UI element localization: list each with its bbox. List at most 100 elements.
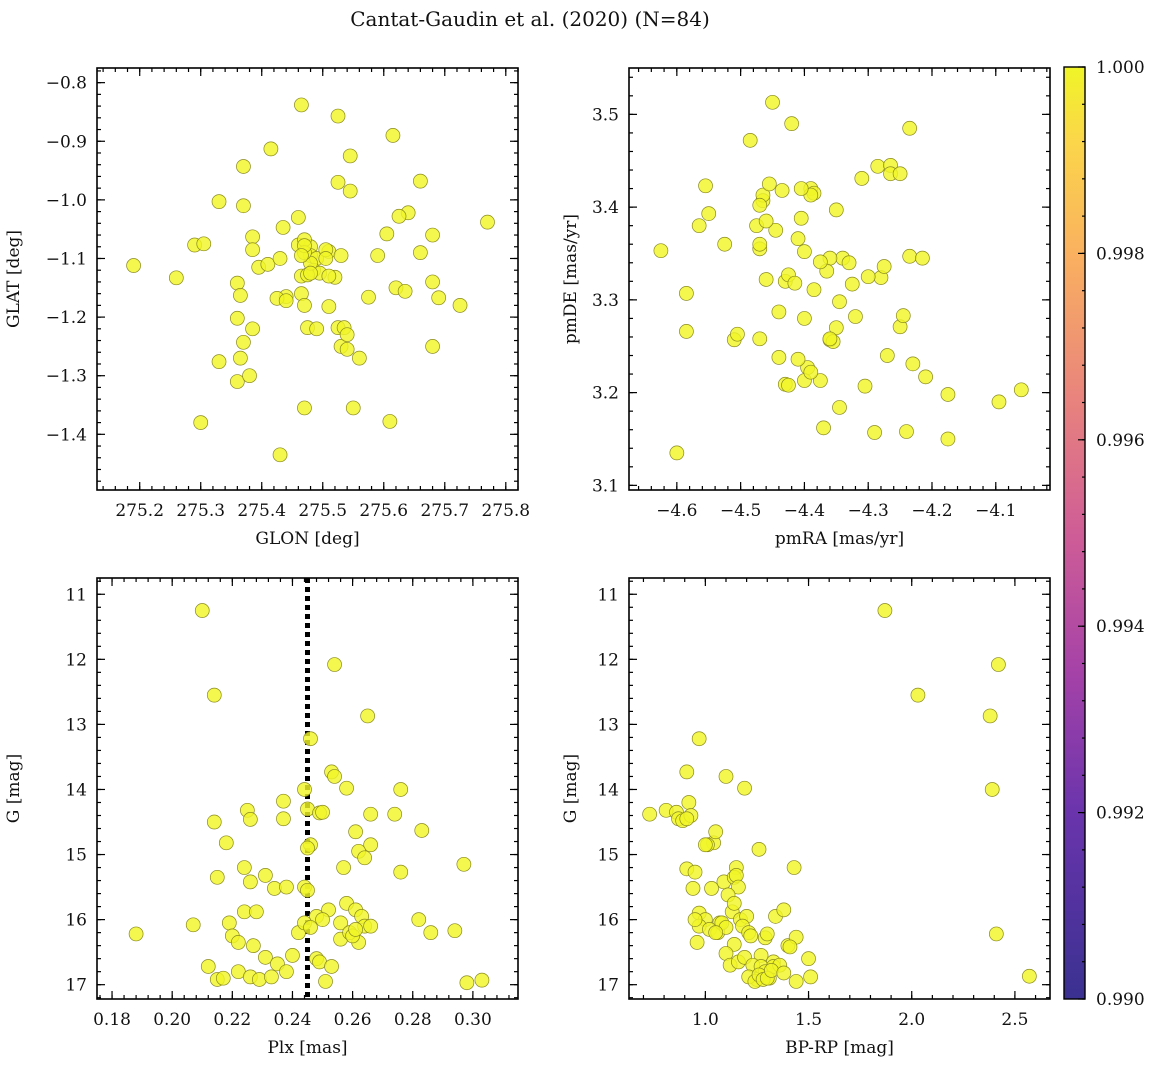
scatter-point bbox=[126, 258, 141, 273]
scatter-point bbox=[761, 176, 777, 192]
scatter-point bbox=[348, 922, 363, 937]
y-tick-label: −1.0 bbox=[46, 191, 87, 211]
scatter-point bbox=[797, 311, 812, 326]
colorbar-tick-label: 0.990 bbox=[1096, 990, 1145, 1010]
scatter-point bbox=[832, 400, 847, 415]
scatter-point bbox=[345, 400, 361, 416]
scatter-point bbox=[793, 210, 809, 226]
axes-frame bbox=[628, 67, 1051, 491]
x-tick-label: 275.4 bbox=[237, 501, 286, 521]
scatter-point bbox=[781, 377, 796, 393]
scatter-point bbox=[813, 254, 828, 270]
scatter-point bbox=[765, 94, 780, 110]
scatter-point bbox=[233, 288, 248, 303]
scatter-point bbox=[236, 159, 251, 174]
x-tick-label: −4.2 bbox=[911, 501, 952, 521]
scatter-point bbox=[828, 202, 844, 218]
scatter-point bbox=[774, 183, 790, 198]
scatter-point bbox=[768, 222, 784, 238]
scatter-point bbox=[816, 420, 831, 436]
x-axis-label: Plx [mas] bbox=[267, 1038, 347, 1058]
scatter-point bbox=[860, 269, 876, 285]
y-tick-label: 16 bbox=[597, 911, 619, 931]
scatter-points bbox=[642, 603, 1037, 989]
scatter-point bbox=[806, 282, 822, 298]
scatter-point bbox=[309, 321, 325, 337]
colorbar-tick-label: 0.992 bbox=[1096, 804, 1145, 824]
y-tick-label: 3.2 bbox=[592, 384, 619, 404]
scatter-point bbox=[456, 856, 472, 872]
axes-frame bbox=[628, 577, 1051, 1000]
scatter-point bbox=[315, 912, 330, 927]
y-tick-label: 13 bbox=[65, 715, 87, 735]
scatter-point bbox=[771, 350, 787, 365]
x-tick-label: 275.8 bbox=[481, 501, 530, 521]
x-tick-label: 0.28 bbox=[394, 1010, 432, 1030]
scatter-point bbox=[790, 231, 806, 247]
scatter-point bbox=[902, 120, 918, 136]
scatter-point bbox=[391, 208, 407, 224]
scatter-point bbox=[803, 969, 818, 985]
x-tick-label: 275.3 bbox=[176, 501, 225, 521]
y-tick-label: −1.1 bbox=[46, 249, 87, 269]
scatter-point bbox=[333, 248, 349, 263]
scatter-point bbox=[452, 298, 468, 313]
scatter-point bbox=[679, 811, 695, 827]
x-tick-label: 0.20 bbox=[153, 1010, 191, 1030]
scatter-point bbox=[988, 926, 1004, 942]
scatter-point bbox=[915, 250, 930, 266]
scatter-point bbox=[230, 935, 246, 950]
y-tick-label: −1.3 bbox=[46, 367, 87, 387]
scatter-point bbox=[379, 226, 395, 242]
scatter-point bbox=[294, 248, 309, 263]
scatter-point bbox=[653, 243, 669, 259]
scatter-point bbox=[1022, 968, 1037, 984]
scatter-point bbox=[857, 378, 873, 394]
scatter-point bbox=[211, 194, 227, 209]
scatter-point bbox=[848, 309, 863, 324]
scatter-point bbox=[229, 310, 245, 326]
scatter-point bbox=[867, 425, 882, 440]
scatter-point bbox=[991, 657, 1006, 672]
scatter-point bbox=[764, 963, 779, 978]
scatter-point bbox=[278, 293, 294, 309]
scatter-point bbox=[425, 274, 440, 290]
scatter-points bbox=[126, 97, 495, 463]
scatter-point bbox=[691, 218, 707, 234]
colorbar-tick-label: 0.994 bbox=[1096, 617, 1145, 637]
scatter-point bbox=[196, 236, 212, 252]
scatter-point bbox=[803, 364, 819, 380]
colorbar-tick-label: 0.996 bbox=[1096, 431, 1145, 451]
scatter-point bbox=[363, 806, 378, 822]
scatter-point bbox=[752, 236, 768, 252]
scatter-point bbox=[708, 925, 724, 940]
scatter-point bbox=[758, 272, 774, 287]
scatter-point bbox=[233, 350, 248, 366]
scatter-point bbox=[336, 860, 351, 875]
scatter-point bbox=[363, 918, 378, 934]
x-tick-label: 275.7 bbox=[420, 501, 469, 521]
scatter-point bbox=[264, 969, 279, 985]
scatter-point bbox=[752, 331, 768, 347]
scatter-point bbox=[276, 793, 291, 809]
scatter-point bbox=[318, 251, 334, 266]
scatter-point bbox=[413, 173, 428, 189]
figure-title: Cantat-Gaudin et al. (2020) (N=84) bbox=[350, 7, 710, 31]
scatter-point bbox=[689, 935, 705, 950]
scatter-point bbox=[297, 782, 312, 797]
scatter-point bbox=[221, 915, 237, 931]
scatter-point bbox=[297, 400, 312, 416]
scatter-point bbox=[731, 879, 746, 895]
scatter-point bbox=[669, 445, 685, 461]
scatter-point bbox=[321, 299, 337, 314]
x-tick-label: 0.22 bbox=[213, 1010, 251, 1030]
scatter-point bbox=[218, 835, 234, 851]
scatter-point bbox=[236, 334, 251, 350]
scatter-point bbox=[279, 879, 294, 895]
x-tick-label: 1.5 bbox=[795, 1010, 822, 1030]
scatter-point bbox=[698, 178, 713, 194]
scatter-point bbox=[385, 128, 401, 143]
scatter-point bbox=[679, 764, 695, 780]
y-tick-label: 3.4 bbox=[592, 198, 619, 218]
scatter-point bbox=[382, 414, 398, 429]
